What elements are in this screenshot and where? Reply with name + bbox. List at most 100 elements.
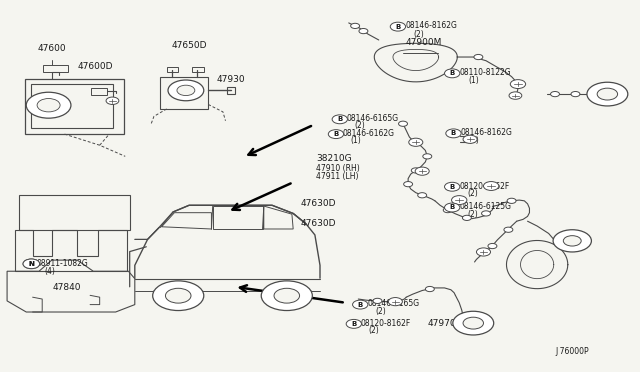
Text: B: B	[333, 131, 339, 137]
Circle shape	[353, 300, 368, 309]
Circle shape	[274, 288, 300, 303]
Text: 38210G: 38210G	[316, 154, 352, 163]
Circle shape	[412, 168, 420, 173]
Circle shape	[423, 154, 432, 159]
Circle shape	[404, 182, 413, 187]
Text: 08911-1082G: 08911-1082G	[36, 259, 88, 268]
Circle shape	[153, 281, 204, 311]
Circle shape	[510, 80, 525, 89]
Text: (2): (2)	[355, 122, 365, 131]
Text: N: N	[28, 261, 35, 267]
Text: J 76000P: J 76000P	[555, 347, 589, 356]
Circle shape	[446, 129, 461, 138]
Text: (2): (2)	[467, 210, 477, 219]
Circle shape	[328, 130, 344, 138]
Circle shape	[463, 215, 471, 221]
Text: B: B	[449, 184, 455, 190]
Text: 47930: 47930	[216, 75, 245, 84]
Text: (4): (4)	[44, 267, 55, 276]
Circle shape	[332, 115, 348, 124]
Text: 47600: 47600	[38, 44, 67, 53]
Text: 08120-8162F: 08120-8162F	[361, 319, 411, 328]
Bar	[92, 88, 108, 95]
Text: 47600D: 47600D	[77, 62, 113, 71]
Circle shape	[474, 54, 483, 60]
Bar	[167, 67, 178, 72]
Circle shape	[426, 286, 435, 292]
Circle shape	[399, 121, 408, 126]
Text: 08146-6162G: 08146-6162G	[343, 129, 395, 138]
Circle shape	[346, 320, 362, 328]
Circle shape	[445, 69, 460, 78]
Circle shape	[504, 227, 513, 232]
Circle shape	[483, 182, 499, 190]
Text: 08146-8162G: 08146-8162G	[406, 22, 458, 31]
Circle shape	[488, 243, 497, 248]
Circle shape	[453, 311, 493, 335]
Circle shape	[509, 92, 522, 99]
Text: 08146-6165G: 08146-6165G	[347, 114, 399, 123]
Circle shape	[166, 288, 191, 303]
Circle shape	[410, 140, 419, 145]
Circle shape	[463, 317, 483, 329]
Circle shape	[106, 97, 119, 105]
Text: B: B	[449, 70, 455, 76]
Text: 47630D: 47630D	[301, 219, 337, 228]
Circle shape	[553, 230, 591, 252]
Bar	[31, 84, 113, 128]
Text: (2): (2)	[369, 326, 380, 335]
Bar	[44, 65, 68, 72]
Bar	[25, 78, 124, 134]
Text: N: N	[28, 261, 35, 267]
Circle shape	[23, 259, 40, 269]
Circle shape	[373, 298, 382, 304]
Circle shape	[359, 29, 368, 34]
Text: (2): (2)	[467, 189, 477, 198]
Circle shape	[476, 248, 490, 256]
Text: 08110-8122G: 08110-8122G	[460, 68, 511, 77]
Text: 47910 (RH): 47910 (RH)	[316, 164, 360, 173]
Text: 08146-8162G: 08146-8162G	[461, 128, 513, 137]
Circle shape	[26, 92, 71, 118]
Text: 47650D: 47650D	[172, 41, 207, 51]
Text: B: B	[358, 302, 363, 308]
Circle shape	[388, 298, 403, 306]
Text: 47950: 47950	[588, 87, 617, 96]
Circle shape	[23, 259, 40, 269]
Circle shape	[597, 88, 618, 100]
Circle shape	[409, 138, 423, 146]
Circle shape	[550, 92, 559, 97]
Circle shape	[444, 208, 452, 213]
Text: 47911 (LH): 47911 (LH)	[316, 172, 358, 181]
Circle shape	[563, 235, 581, 246]
Circle shape	[351, 23, 360, 29]
Text: (2): (2)	[413, 29, 424, 39]
Circle shape	[418, 193, 427, 198]
Circle shape	[507, 198, 516, 203]
Text: 47840: 47840	[53, 283, 81, 292]
Circle shape	[415, 167, 429, 175]
Text: 08146-6165G: 08146-6165G	[367, 299, 419, 308]
Circle shape	[452, 196, 467, 205]
Circle shape	[445, 203, 460, 212]
Text: B: B	[451, 130, 456, 137]
Bar	[192, 67, 204, 72]
Text: (2): (2)	[375, 307, 386, 316]
Circle shape	[261, 281, 312, 311]
Text: 08146-6125G: 08146-6125G	[460, 202, 511, 211]
Text: B: B	[337, 116, 342, 122]
Circle shape	[445, 182, 460, 191]
Circle shape	[390, 22, 406, 31]
Text: (1): (1)	[468, 135, 479, 145]
Circle shape	[168, 80, 204, 101]
Circle shape	[571, 92, 580, 97]
Bar	[227, 87, 235, 94]
Circle shape	[37, 99, 60, 112]
Circle shape	[463, 135, 477, 143]
Text: 47630D: 47630D	[301, 199, 337, 208]
Text: B: B	[351, 321, 356, 327]
Text: 08120-8162F: 08120-8162F	[460, 182, 509, 190]
Text: B: B	[449, 205, 455, 211]
Circle shape	[481, 211, 490, 216]
Text: 47970: 47970	[428, 319, 456, 328]
